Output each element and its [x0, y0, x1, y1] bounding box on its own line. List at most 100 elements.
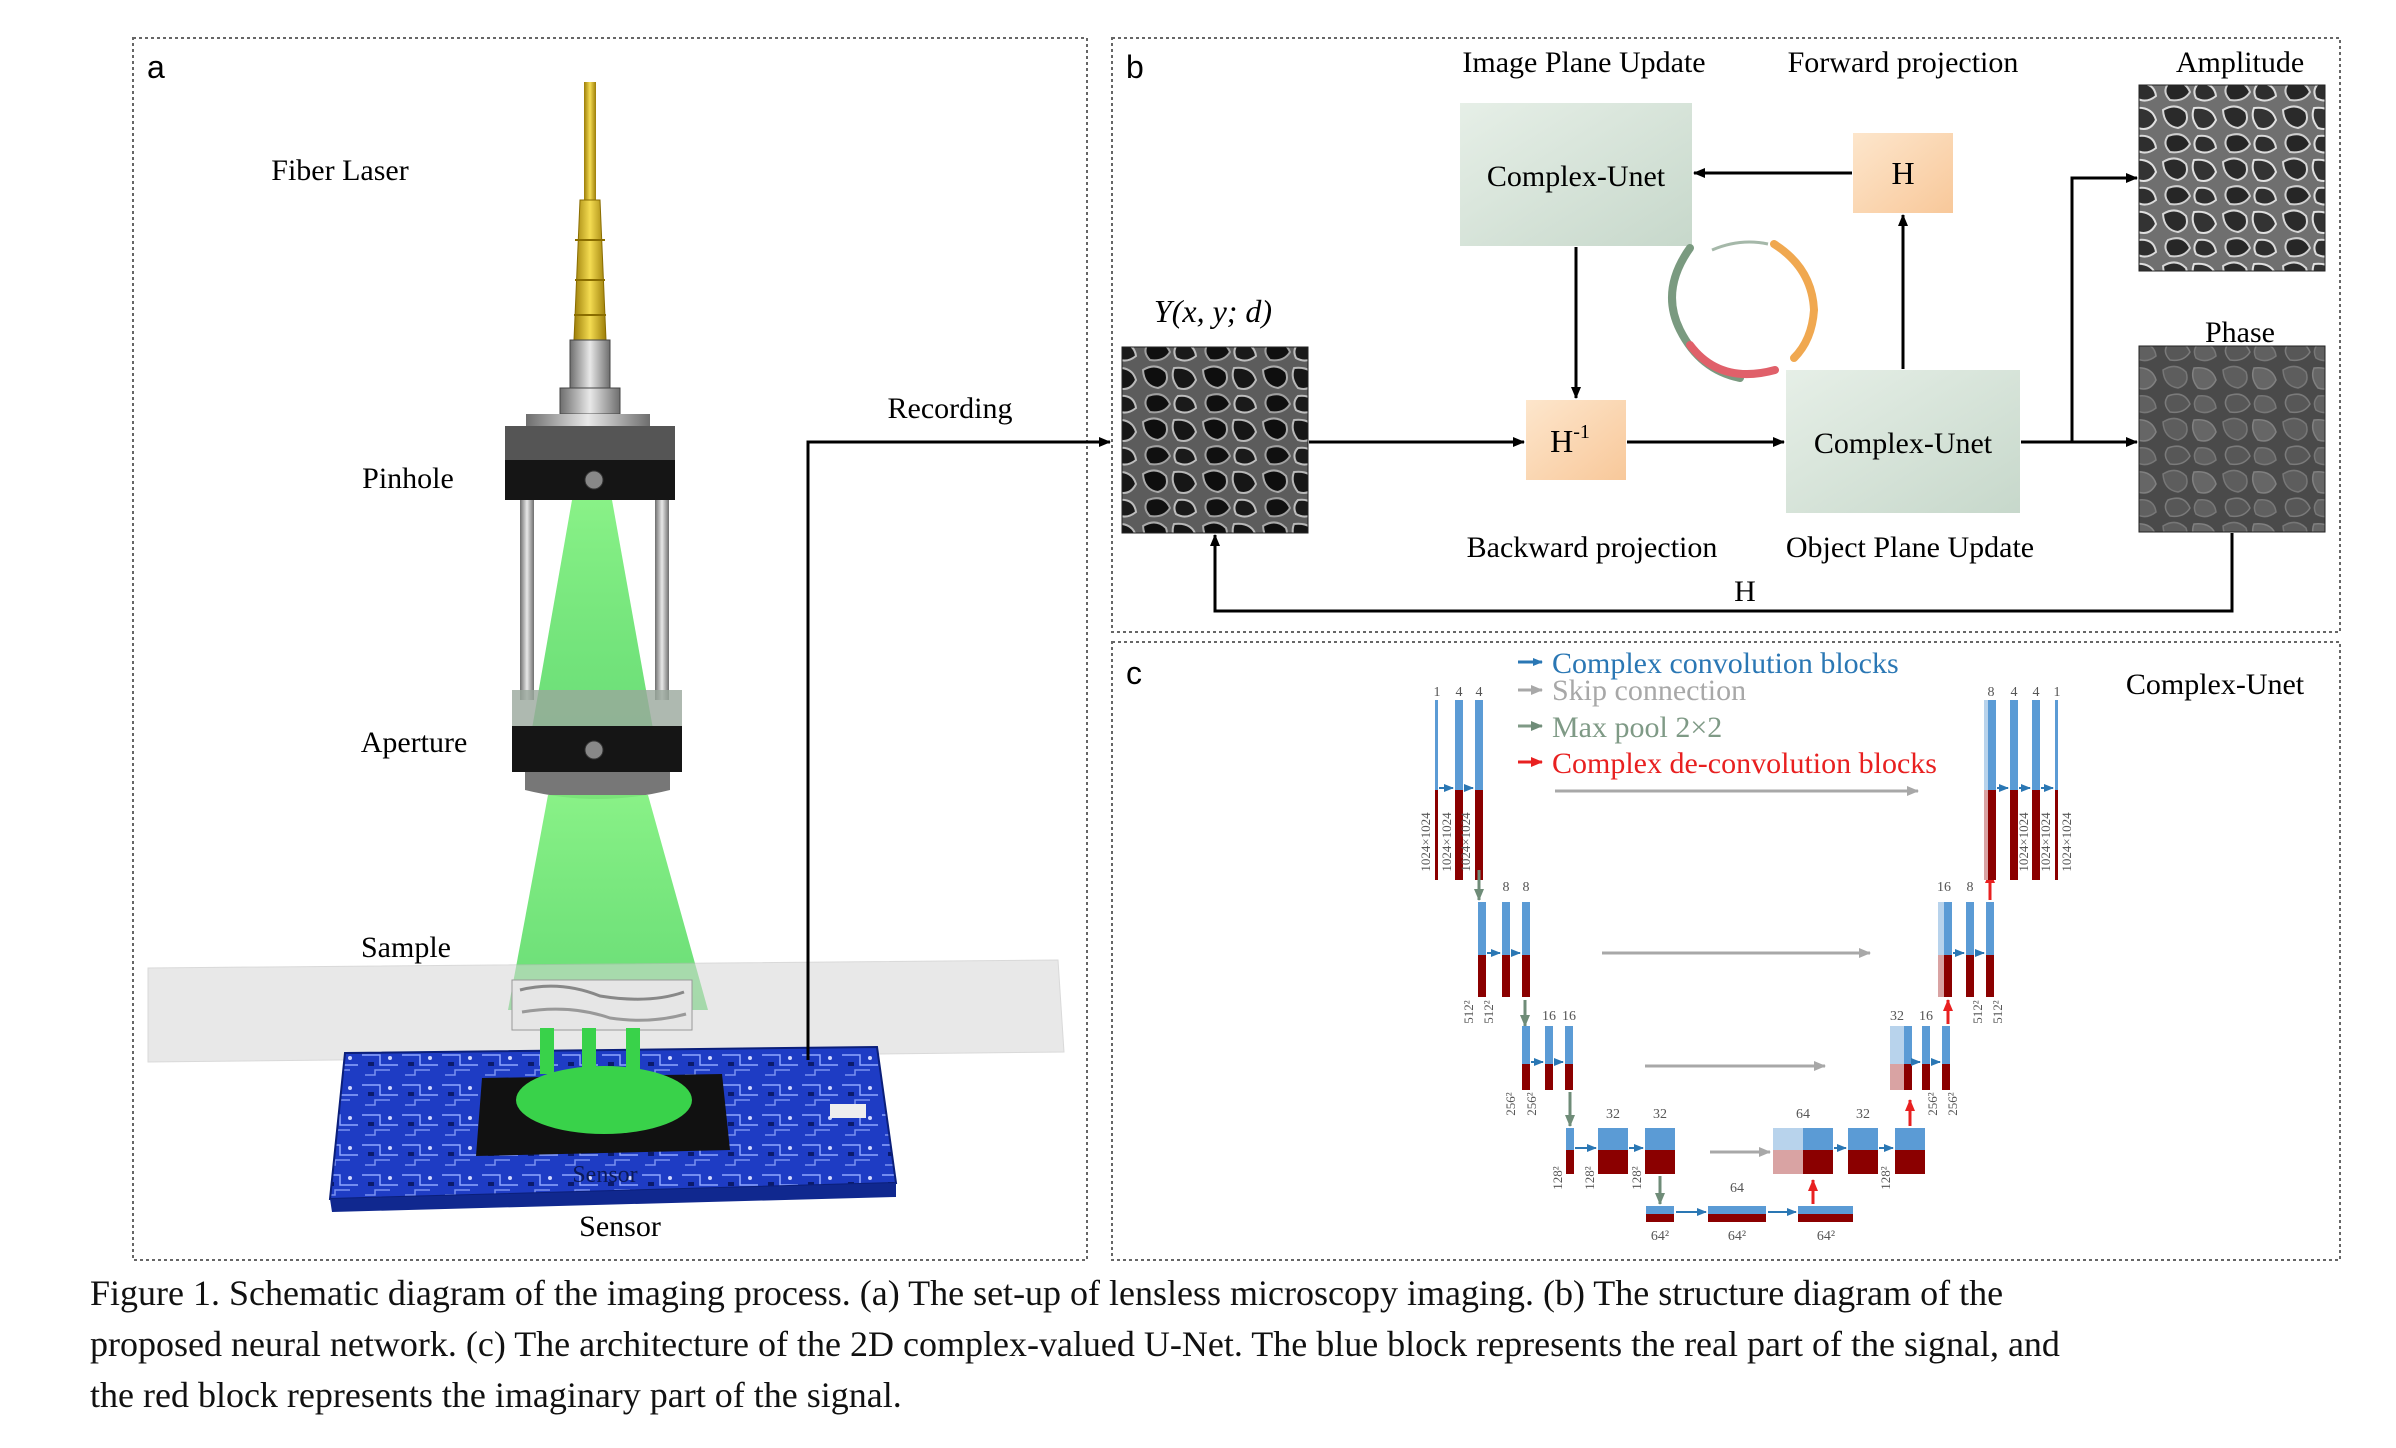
- dec-l3-size-2: 256²: [1945, 1092, 1960, 1116]
- encoder-level-2: 8 8 512² 512²: [1461, 880, 1530, 1024]
- enc-l1-ch-1: 1: [1434, 685, 1441, 700]
- rod-left: [520, 500, 534, 700]
- decoder-level-2: 16 8 512² 512²: [1937, 880, 2005, 1024]
- enc-l2-ch-2: 8: [1523, 880, 1530, 895]
- enc-l2-ch-1: 8: [1503, 880, 1510, 895]
- enc-l2-size-1: 512²: [1461, 1000, 1476, 1024]
- caption-line-2: proposed neural network. (c) The archite…: [90, 1324, 2060, 1364]
- input-hologram-image: [1121, 346, 1309, 534]
- dec-l3-ch-2: 16: [1919, 1009, 1933, 1024]
- bottom-size-2: 64²: [1728, 1229, 1746, 1244]
- caption-line-1: Figure 1. Schematic diagram of the imagi…: [90, 1273, 2004, 1313]
- cycle-icon: [1668, 240, 1819, 382]
- dec-l1-ch-4: 1: [2054, 685, 2061, 700]
- dec-l1-ch-1: 8: [1988, 685, 1995, 700]
- dec-l3-ch-1: 32: [1890, 1009, 1904, 1024]
- phase-image: [2138, 345, 2326, 533]
- panel-b-letter: b: [1126, 49, 1144, 85]
- enc-l3-ch-1: 16: [1542, 1009, 1556, 1024]
- laser-beam-lower: [508, 795, 708, 1010]
- enc-l1-ch-3: 4: [1476, 685, 1483, 700]
- enc-l4-size-3: 128²: [1629, 1166, 1644, 1190]
- panel-a-letter: a: [147, 49, 165, 85]
- complex-unet-title: Complex-Unet: [2126, 668, 2305, 701]
- h-box-top: [1853, 133, 1953, 213]
- encoder-level-1: 1 4 4 1024×1024 1024×1024 1024×1024: [1418, 685, 1483, 880]
- enc-l2-size-2: 512²: [1481, 1000, 1496, 1024]
- enc-l4-ch-1: 32: [1606, 1107, 1620, 1122]
- laser-beam-upper: [530, 500, 655, 740]
- sample-label: Sample: [361, 931, 451, 964]
- enc-l1-size-2: 1024×1024: [1439, 812, 1454, 872]
- legend-conv: Complex convolution blocks: [1552, 647, 1899, 680]
- backward-projection-label: Backward projection: [1467, 531, 1718, 564]
- sensor-label: Sensor: [579, 1210, 661, 1243]
- decoder-level-4: 64 32 128²: [1773, 1107, 1925, 1190]
- sample-specimen: [511, 979, 693, 1031]
- encoder-level-4: 32 32 128² 128² 128²: [1550, 1107, 1675, 1190]
- figure-caption: Figure 1. Schematic diagram of the imagi…: [90, 1268, 2390, 1421]
- pinhole-label: Pinhole: [362, 462, 454, 495]
- complex-unet-top-label: Complex-Unet: [1487, 160, 1666, 193]
- phase-label: Phase: [2205, 316, 2275, 349]
- sensor-board-text: Sensor: [572, 1162, 637, 1188]
- h-feedback-label: H: [1734, 575, 1756, 608]
- decoder-level-3: 32 16 256² 256²: [1890, 1009, 1960, 1116]
- dec-l1-ch-2: 4: [2011, 685, 2018, 700]
- h-inverse-label: H-1: [1550, 421, 1590, 459]
- input-y-label: Y(x, y; d): [1154, 293, 1272, 329]
- caption-line-3: the red block represents the imaginary p…: [90, 1375, 902, 1415]
- recording-arrow: [806, 437, 1111, 1060]
- legend-skip: Skip connection: [1552, 674, 1746, 707]
- enc-l3-size-2: 256²: [1524, 1092, 1539, 1116]
- panel-a: a Fiber Laser Pinhole Aperture Sample Se…: [132, 37, 1111, 1261]
- rod-right: [655, 500, 669, 700]
- dec-l1-ch-3: 4: [2033, 685, 2040, 700]
- legend-deconv: Complex de-convolution blocks: [1552, 747, 1937, 780]
- image-plane-update-label: Image Plane Update: [1462, 46, 1705, 79]
- bottom-size-1: 64²: [1651, 1229, 1669, 1244]
- enc-l4-ch-2: 32: [1653, 1107, 1667, 1122]
- dec-l2-ch-1: 16: [1937, 880, 1951, 895]
- bottom-size-3: 64²: [1817, 1229, 1835, 1244]
- unet-legend: Complex convolution blocks Skip connecti…: [1518, 647, 1937, 780]
- complex-unet-box-top: [1460, 103, 1692, 246]
- fiber-laser-label: Fiber Laser: [271, 154, 408, 187]
- recording-label: Recording: [888, 392, 1013, 425]
- h-top-label: H: [1891, 155, 1914, 191]
- dec-l2-size-1: 512²: [1970, 1000, 1985, 1024]
- complex-unet-bottom-label: Complex-Unet: [1814, 427, 1993, 460]
- dec-l1-size-2: 1024×1024: [2038, 812, 2053, 872]
- amplitude-label: Amplitude: [2176, 46, 2304, 79]
- bottleneck-level: 64 64² 64² 64²: [1646, 1181, 1853, 1244]
- sensor-board: Sensor: [328, 1028, 898, 1212]
- enc-l1-ch-2: 4: [1456, 685, 1463, 700]
- h-inverse-box: [1526, 400, 1626, 480]
- panel-b: b Image Plane Update Forward projection …: [1111, 37, 2341, 633]
- legend-maxpool: Max pool 2×2: [1552, 711, 1722, 744]
- dec-l1-size-3: 1024×1024: [2059, 812, 2074, 872]
- object-plane-update-label: Object Plane Update: [1786, 531, 2034, 564]
- enc-l1-size-3: 1024×1024: [1458, 812, 1473, 872]
- forward-projection-label: Forward projection: [1788, 46, 2019, 79]
- aperture-mount: [512, 690, 682, 799]
- dec-l4-ch-1: 64: [1796, 1107, 1810, 1122]
- aperture-label: Aperture: [361, 726, 468, 759]
- enc-l4-size-2: 128²: [1582, 1166, 1597, 1190]
- dec-l2-size-2: 512²: [1990, 1000, 2005, 1024]
- pinhole-mount: [505, 413, 675, 500]
- panel-c-letter: c: [1126, 655, 1142, 691]
- panel-c: c Complex-Unet Complex convolution block…: [1111, 641, 2341, 1261]
- dec-l1-size-1: 1024×1024: [2016, 812, 2031, 872]
- dec-l2-ch-2: 8: [1967, 880, 1974, 895]
- enc-l3-size-1: 256²: [1503, 1092, 1518, 1116]
- enc-l3-ch-2: 16: [1562, 1009, 1576, 1024]
- decoder-level-1: 8 4 4 1 1024×1024 1024×1024 1024×1024: [1984, 685, 2074, 880]
- enc-l4-size-1: 128²: [1550, 1166, 1565, 1190]
- dec-l3-size-1: 256²: [1925, 1092, 1940, 1116]
- encoder-level-3: 16 16 256² 256²: [1503, 1009, 1576, 1116]
- panel-b-arrows: [1210, 168, 2234, 613]
- dec-l4-ch-2: 32: [1856, 1107, 1870, 1122]
- enc-l1-size-1: 1024×1024: [1418, 812, 1433, 872]
